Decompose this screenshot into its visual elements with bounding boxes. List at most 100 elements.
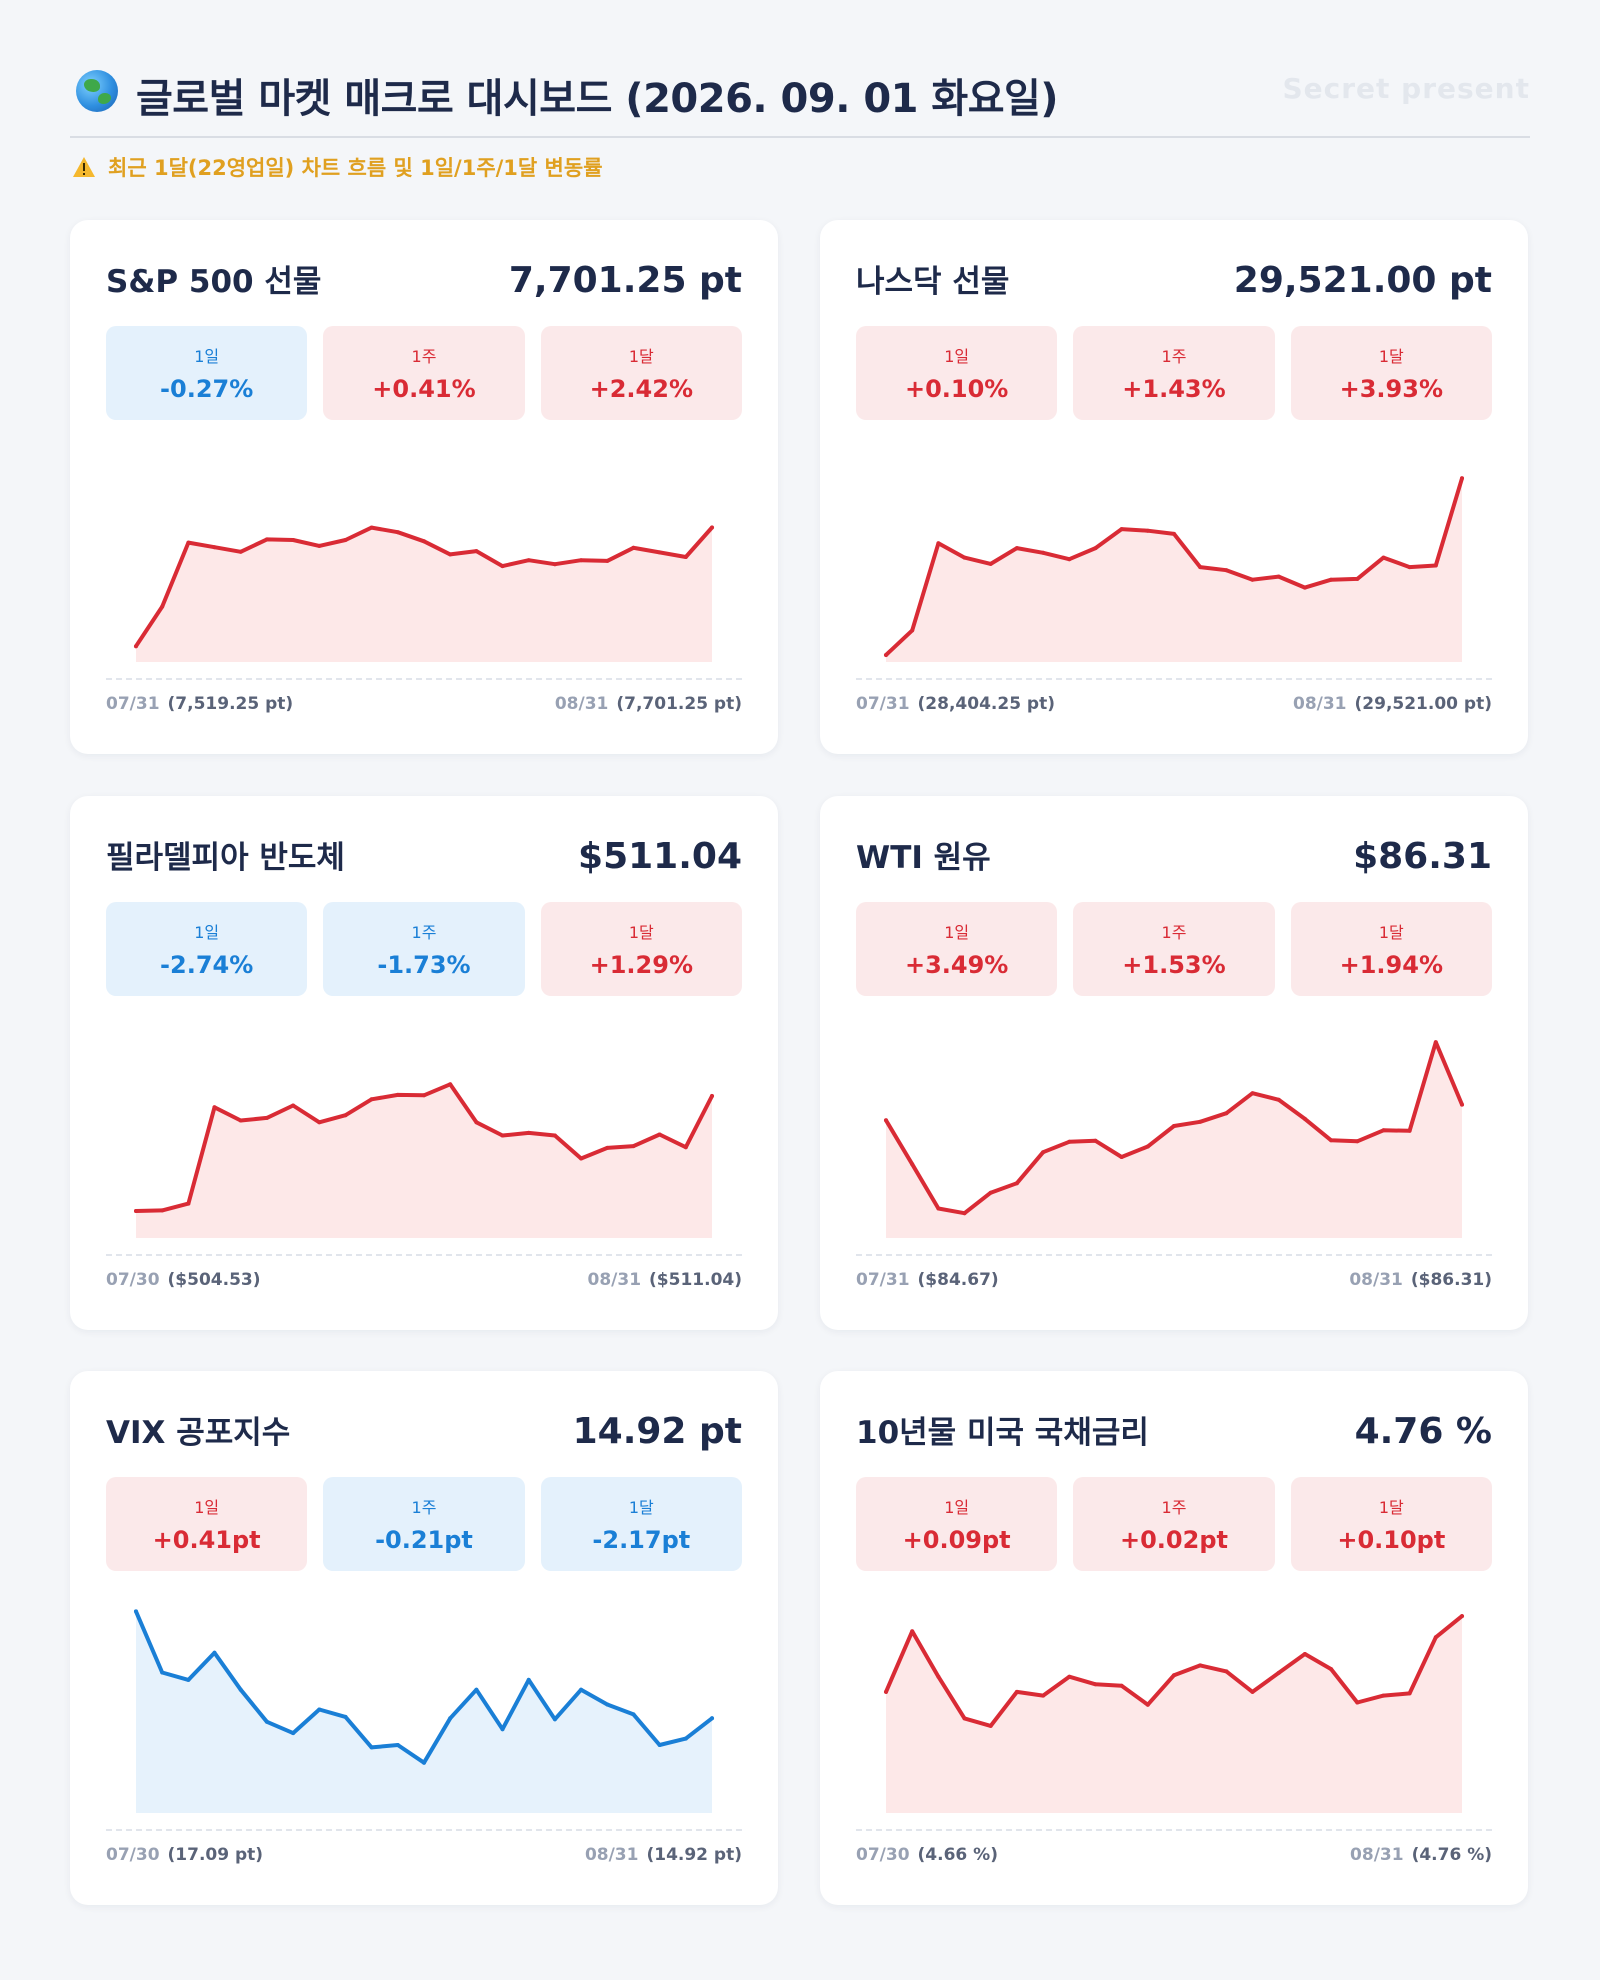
sparkline-point <box>1407 1128 1412 1133</box>
sparkline-point <box>1067 1674 1072 1679</box>
sparkline-point <box>1067 557 1072 562</box>
sparkline-point <box>212 1650 217 1655</box>
sparkline-point <box>134 644 138 649</box>
sparkline-point <box>1250 1091 1255 1096</box>
sparkline-point <box>1407 1691 1412 1696</box>
sparkline-point <box>936 541 941 546</box>
sparkline-point <box>317 1120 322 1125</box>
sparkline-point <box>160 1670 165 1675</box>
chart-baseline <box>856 678 1492 680</box>
change-value: +1.29% <box>589 951 693 979</box>
end-value: (4.76 %) <box>1411 1845 1492 1865</box>
sparkline-point <box>1460 1614 1464 1619</box>
change-boxes: 1일 -0.27% 1주 +0.41% 1달 +2.42% <box>106 326 742 420</box>
card-current-value: 14.92 pt <box>572 1411 742 1452</box>
sparkline-point <box>1041 550 1046 555</box>
chart-end-label: 08/31 (4.76 %) <box>1350 1845 1492 1865</box>
change-box: 1달 +2.42% <box>540 326 742 420</box>
sparkline-point <box>395 530 400 535</box>
sparkline-point <box>936 1674 941 1679</box>
change-box: 1주 +1.43% <box>1073 326 1275 420</box>
sparkline-point <box>186 1201 191 1206</box>
sparkline-point <box>369 1097 374 1102</box>
sparkline-point <box>657 1132 662 1137</box>
market-card: 필라델피아 반도체 $511.04 1일 -2.74% 1주 -1.73% 1달… <box>70 796 778 1330</box>
sparkline-point <box>631 545 636 550</box>
sparkline-point <box>579 1156 584 1161</box>
sparkline-point <box>1145 528 1150 533</box>
sparkline-point <box>1355 576 1360 581</box>
sparkline-point <box>1302 1652 1307 1656</box>
sparkline-point <box>1145 1144 1150 1149</box>
card-current-value: 4.76 % <box>1354 1411 1492 1452</box>
sparkline-point <box>683 555 688 559</box>
sparkline-point <box>683 1145 688 1150</box>
sparkline-point <box>710 1716 714 1721</box>
sparkline-point <box>1145 1702 1150 1707</box>
chart-start-label: 07/31 (7,519.25 pt) <box>106 694 293 714</box>
market-card: 10년물 미국 국채금리 4.76 % 1일 +0.09pt 1주 +0.02p… <box>820 1371 1528 1905</box>
market-card: WTI 원유 $86.31 1일 +3.49% 1주 +1.53% 1달 +1.… <box>820 796 1528 1330</box>
sparkline-point <box>962 1211 967 1216</box>
sparkline-point <box>448 1716 453 1721</box>
sparkline-point <box>134 1209 138 1213</box>
sparkline-point <box>369 1745 374 1750</box>
sparkline-point <box>474 1687 479 1692</box>
start-value: (7,519.25 pt) <box>167 694 294 714</box>
sparkline-area <box>886 1616 1462 1813</box>
end-value: (29,521.00 pt) <box>1354 694 1492 714</box>
sparkline-point <box>710 1094 714 1098</box>
sparkline-point <box>605 1702 610 1707</box>
sparkline-area <box>886 478 1462 662</box>
sparkline-point <box>657 1743 662 1747</box>
sparkline-point <box>1014 546 1019 551</box>
sparkline-point <box>710 525 714 530</box>
change-value: +0.10% <box>904 375 1009 403</box>
change-value: +1.53% <box>1122 951 1226 979</box>
sparkline-point <box>1172 531 1176 536</box>
change-box: 1일 +3.49% <box>856 902 1058 996</box>
watermark: Secret present <box>1282 72 1530 105</box>
start-date: 07/30 <box>106 1270 160 1290</box>
sparkline-point <box>1172 1673 1176 1678</box>
card-current-value: 7,701.25 pt <box>508 260 742 301</box>
end-date: 08/31 <box>1349 1270 1403 1290</box>
chart-baseline <box>856 1829 1492 1831</box>
change-period-label: 1주 <box>1161 923 1187 942</box>
start-date: 07/31 <box>106 694 160 714</box>
market-card: VIX 공포지수 14.92 pt 1일 +0.41pt 1주 -0.21pt … <box>70 1371 778 1905</box>
change-box: 1달 +1.94% <box>1290 902 1492 996</box>
sparkline-point <box>1093 546 1098 551</box>
change-value: +0.10pt <box>1337 1526 1446 1554</box>
sparkline-point <box>1302 1116 1307 1121</box>
notice-text: 최근 1달(22영업일) 차트 흐름 및 1일/1주/1달 변동률 <box>108 156 603 180</box>
sparkline-point <box>1224 568 1229 573</box>
end-value: ($511.04) <box>649 1270 742 1290</box>
sparkline-area <box>136 1611 712 1813</box>
sparkline-point <box>1302 585 1307 590</box>
change-box: 1일 +0.41pt <box>106 1477 308 1571</box>
chart-start-label: 07/30 (17.09 pt) <box>106 1845 263 1865</box>
sparkline-point <box>910 1629 915 1634</box>
sparkline-point <box>1433 1040 1438 1045</box>
change-value: +0.41% <box>372 375 476 403</box>
end-date: 08/31 <box>1292 694 1347 714</box>
card-current-value: $511.04 <box>578 836 742 877</box>
sparkline-chart <box>884 1614 1464 1813</box>
sparkline-point <box>1119 527 1124 532</box>
sparkline-point <box>134 1609 138 1614</box>
end-date: 08/31 <box>554 694 609 714</box>
chart-baseline <box>106 1254 742 1256</box>
change-value: -0.27% <box>160 375 254 403</box>
sparkline-point <box>526 1677 531 1682</box>
sparkline-point <box>500 1727 505 1732</box>
end-value: (14.92 pt) <box>646 1845 742 1865</box>
end-value: (7,701.25 pt) <box>616 694 742 714</box>
sparkline-point <box>291 538 296 542</box>
card-title: 나스닥 선물 <box>856 264 1010 300</box>
sparkline-point <box>264 1115 269 1120</box>
sparkline-point <box>1093 1138 1098 1143</box>
notice-banner: 최근 1달(22영업일) 차트 흐름 및 1일/1주/1달 변동률 <box>72 152 603 182</box>
sparkline-point <box>1224 1111 1229 1116</box>
change-value: +0.41pt <box>152 1526 261 1554</box>
